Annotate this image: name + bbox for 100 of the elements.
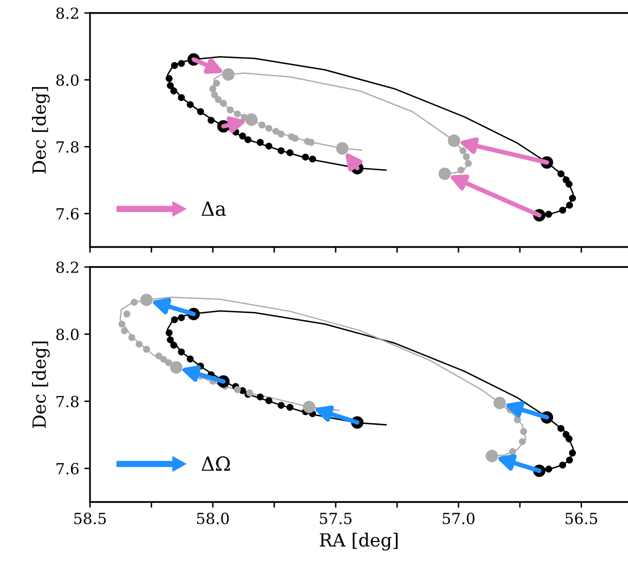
point [520,428,528,435]
point [143,346,150,353]
point [559,206,566,214]
point [222,68,235,81]
point [557,170,564,178]
point [462,153,470,160]
x-tick-label: 56.5 [566,512,598,524]
point [211,91,218,98]
legend-label: Δa [202,202,226,216]
point [518,438,526,446]
y-axis-title: Dec [deg] [32,342,50,428]
point [166,336,174,344]
point [186,356,194,362]
point [140,294,153,306]
y-tick-label: 8.0 [56,328,79,340]
point [178,314,185,322]
point [569,450,576,456]
point [566,202,574,209]
point [170,87,178,94]
point [170,361,182,374]
point [566,180,573,188]
point [245,113,258,126]
point [170,342,178,349]
x-tick-label: 58.0 [197,512,229,524]
point [278,130,285,138]
point [214,96,222,104]
x-tick-label: 57.0 [442,512,474,524]
point [166,329,173,336]
y-tick-label: 7.6 [56,208,79,220]
point [165,359,172,366]
point [160,356,168,363]
point [128,334,136,341]
point [197,108,204,116]
point [178,348,185,356]
point [278,147,285,154]
point [166,75,173,82]
point [302,154,309,161]
point [286,149,294,156]
y-tick-label: 8.2 [56,7,78,20]
point [308,138,315,146]
y-tick-label: 7.8 [56,141,79,153]
point [256,393,264,400]
point [278,402,285,409]
point [123,310,130,318]
y-tick-label: 8.2 [56,261,78,274]
point [136,340,143,348]
point [566,435,573,442]
point [258,122,266,128]
point [239,132,246,140]
point [209,85,216,92]
point [234,386,241,394]
point [178,94,185,102]
point [569,194,576,202]
point [256,138,264,146]
point [220,100,227,107]
point [286,404,294,411]
point [486,450,498,462]
legend-label: ΔΩ [202,456,230,471]
point [292,134,299,142]
point [302,400,316,414]
point [309,156,316,163]
y-tick-label: 7.8 [56,396,79,408]
point [336,142,349,155]
point [213,80,220,87]
point [244,136,252,144]
y-tick-label: 7.6 [56,462,79,474]
point [171,316,178,324]
point [448,134,460,147]
point [494,396,506,410]
point [155,352,162,360]
y-axis-title: Dec [deg] [32,87,50,174]
x-axis-title: RA [deg] [320,532,398,550]
point [272,128,280,135]
point [457,166,464,174]
point [178,60,185,67]
point [171,62,178,69]
point [566,456,574,464]
point [226,106,234,114]
point [234,110,241,118]
point [130,298,138,306]
point [514,416,521,424]
point [464,160,472,167]
point [166,82,174,90]
point [265,397,272,404]
point [208,116,215,124]
point [265,124,272,132]
point [438,168,451,180]
point [118,320,126,328]
point [509,448,516,456]
y-tick-label: 8.0 [56,74,79,86]
point [545,466,552,473]
point [459,147,466,154]
point [559,462,566,469]
x-tick-label: 57.5 [320,512,352,524]
point [265,142,272,150]
point [545,210,552,218]
point [120,327,128,334]
point [186,101,194,108]
x-tick-label: 58.5 [74,512,106,524]
point [557,425,564,432]
